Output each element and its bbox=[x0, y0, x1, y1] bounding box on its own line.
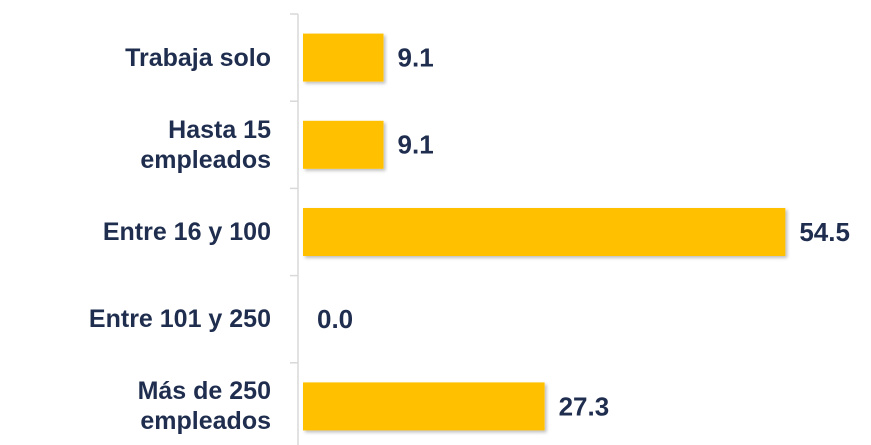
category-label: Entre 101 y 250 bbox=[88, 305, 271, 334]
value-label: 0.0 bbox=[317, 304, 353, 334]
category-label: Hasta 15 empleados bbox=[140, 115, 271, 174]
value-label: 9.1 bbox=[398, 42, 434, 72]
value-label: 54.5 bbox=[799, 217, 850, 247]
bar bbox=[303, 382, 545, 431]
bar bbox=[303, 33, 384, 82]
category-label: Más de 250 empleados bbox=[137, 377, 271, 436]
value-label: 27.3 bbox=[559, 391, 610, 421]
value-label: 9.1 bbox=[398, 130, 434, 160]
bar bbox=[303, 208, 786, 256]
bar bbox=[303, 120, 384, 169]
category-label: Trabaja solo bbox=[125, 43, 271, 72]
category-label: Entre 16 y 100 bbox=[102, 218, 271, 246]
